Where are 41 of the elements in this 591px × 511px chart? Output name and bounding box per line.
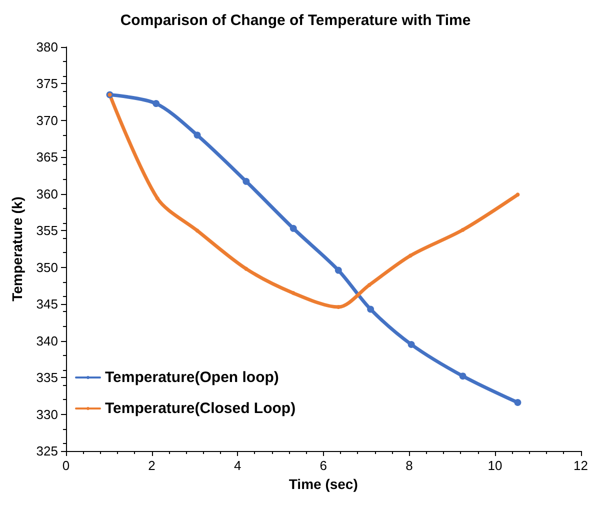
point [155, 196, 160, 200]
y-tick-label: 330 [36, 406, 58, 422]
point [514, 399, 522, 406]
point [408, 254, 412, 258]
x-tick-label: 6 [320, 458, 327, 473]
x-tick-label: 10 [488, 458, 502, 473]
point [194, 132, 201, 139]
x-tick-label: 2 [148, 458, 156, 473]
chart-title: Comparison of Change of Temperature with Time [120, 12, 471, 29]
legend-label: Temperature(Open loop) [105, 369, 279, 386]
point [242, 178, 250, 185]
point [367, 306, 374, 313]
y-tick-label: 355 [36, 223, 58, 238]
point [460, 228, 465, 232]
point [408, 340, 415, 348]
x-tick-label: 12 [574, 458, 588, 473]
y-tick-label: 360 [36, 186, 58, 202]
y-tick-label: 345 [36, 296, 58, 312]
point [334, 266, 342, 274]
legend-label: Temperature(Closed Loop) [105, 400, 296, 417]
point [459, 372, 466, 380]
y-tick-label: 340 [36, 333, 58, 348]
y-tick-label: 350 [36, 260, 58, 275]
y-tick-label: 325 [36, 444, 58, 458]
y-tick-label: 335 [36, 370, 58, 386]
x-tick-label: 8 [406, 458, 413, 473]
x-tick-label: 4 [234, 458, 242, 473]
point [152, 100, 160, 108]
x-tick-label: 0 [62, 458, 70, 473]
x-axis-title: Time (sec) [288, 476, 358, 492]
y-tick-label: 380 [36, 40, 58, 54]
point [516, 192, 520, 197]
y-axis-title: Temperature (k) [9, 196, 25, 302]
y-tick-label: 370 [36, 112, 58, 128]
y-tick-label: 375 [36, 76, 58, 92]
point [195, 228, 200, 233]
point [290, 224, 297, 232]
point [244, 266, 248, 271]
y-tick-label: 365 [36, 150, 58, 165]
point [367, 282, 372, 287]
point [291, 291, 296, 296]
